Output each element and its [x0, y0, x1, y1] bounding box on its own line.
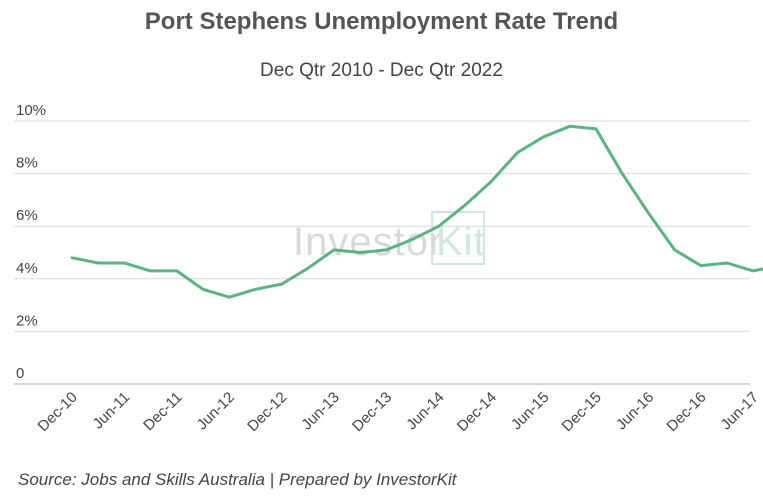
x-tick-label: Jun-12 [194, 389, 238, 433]
chart-title: Port Stephens Unemployment Rate Trend [144, 8, 619, 35]
x-tick-label: Jun-11 [90, 389, 134, 433]
x-axis-ticks: Dec-10 Jun-11 Dec-11 Jun-12 Dec-12 Jun-13 Dec-… [35, 389, 762, 435]
x-tick-label: Dec-11 [140, 389, 185, 434]
x-tick-label: Dec-15 [559, 389, 605, 435]
x-tick-label: Jun-16 [613, 389, 657, 433]
y-tick-label: 8% [16, 155, 38, 172]
y-tick-label: 10% [16, 102, 46, 119]
source-note: Source: Jobs and Skills Australia | Prep… [18, 470, 457, 489]
watermark-text-b: Kit [436, 220, 486, 264]
series-line [70, 124, 763, 299]
gridlines [14, 120, 750, 385]
watermark-text-a: Investor [293, 220, 443, 264]
y-tick-label: 4% [16, 260, 38, 277]
x-tick-label: Jun-13 [298, 389, 342, 433]
y-axis-ticks: 0 2% 4% 6% 8% 10% [16, 102, 46, 382]
series-layer [70, 124, 763, 299]
y-tick-label: 0 [16, 365, 24, 382]
x-tick-label: Dec-13 [349, 389, 395, 435]
chart-subtitle: Dec Qtr 2010 - Dec Qtr 2022 [260, 60, 503, 81]
y-tick-label: 6% [16, 207, 38, 224]
x-tick-label: Dec-12 [244, 389, 290, 435]
x-tick-label: Dec-10 [35, 389, 81, 435]
x-tick-label: Dec-14 [454, 389, 500, 435]
x-tick-label: Jun-14 [403, 389, 447, 433]
x-tick-label: Dec-16 [663, 389, 709, 435]
x-tick-label: Jun-17 [718, 389, 762, 433]
x-tick-label: Jun-15 [508, 389, 552, 433]
y-tick-label: 2% [16, 312, 38, 329]
investorkit-watermark: Investor Kit [293, 211, 486, 265]
